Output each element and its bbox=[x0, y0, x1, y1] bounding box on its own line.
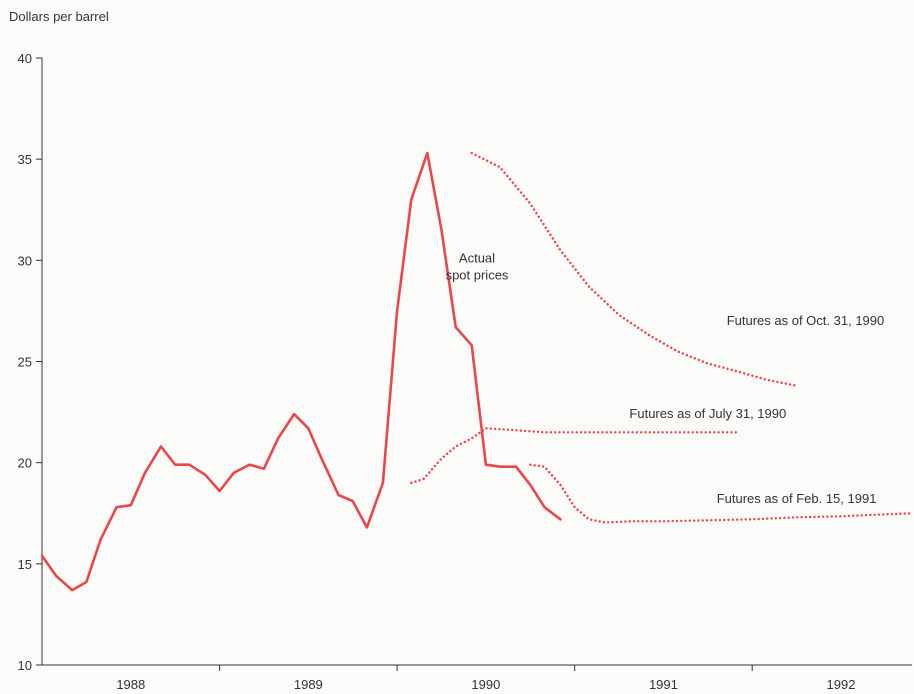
series-line-1 bbox=[410, 427, 740, 485]
x-tick-label-1992: 1992 bbox=[827, 677, 856, 692]
x-tick-label-1989: 1989 bbox=[294, 677, 323, 692]
y-tick-label-25: 25 bbox=[18, 355, 32, 370]
y-tick-label-20: 20 bbox=[18, 456, 32, 471]
series-line-2 bbox=[470, 151, 798, 387]
y-tick-label-40: 40 bbox=[18, 51, 32, 66]
series-label-0: Actual spot prices bbox=[446, 250, 509, 282]
series-label-2: Futures as of Oct. 31, 1990 bbox=[727, 313, 885, 328]
x-tick-label-1991: 1991 bbox=[649, 677, 678, 692]
x-tick-label-1988: 1988 bbox=[116, 677, 145, 692]
series-label-1: Futures as of July 31, 1990 bbox=[629, 406, 786, 421]
x-tick-label-1990: 1990 bbox=[471, 677, 500, 692]
series-label-3: Futures as of Feb. 15, 1991 bbox=[717, 491, 877, 506]
y-tick-label-35: 35 bbox=[18, 152, 32, 167]
series-line-0 bbox=[40, 151, 562, 592]
y-axis-title: Dollars per barrel bbox=[9, 9, 109, 24]
series-line-3 bbox=[529, 463, 914, 524]
y-tick-label-30: 30 bbox=[18, 253, 32, 268]
y-tick-label-15: 15 bbox=[18, 557, 32, 572]
y-tick-label-10: 10 bbox=[18, 658, 32, 673]
